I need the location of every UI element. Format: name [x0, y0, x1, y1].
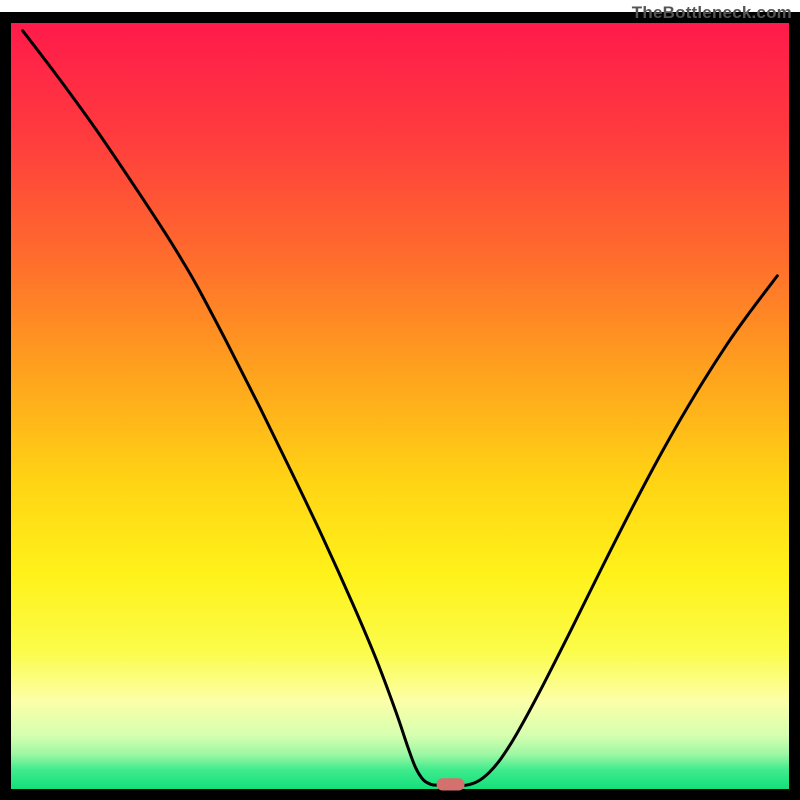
bottleneck-chart: TheBottleneck.com — [0, 0, 800, 800]
optimum-marker — [437, 778, 465, 790]
plot-container — [0, 0, 800, 800]
plot-area — [11, 23, 789, 789]
attribution-label: TheBottleneck.com — [632, 3, 792, 23]
chart-svg — [0, 0, 800, 800]
